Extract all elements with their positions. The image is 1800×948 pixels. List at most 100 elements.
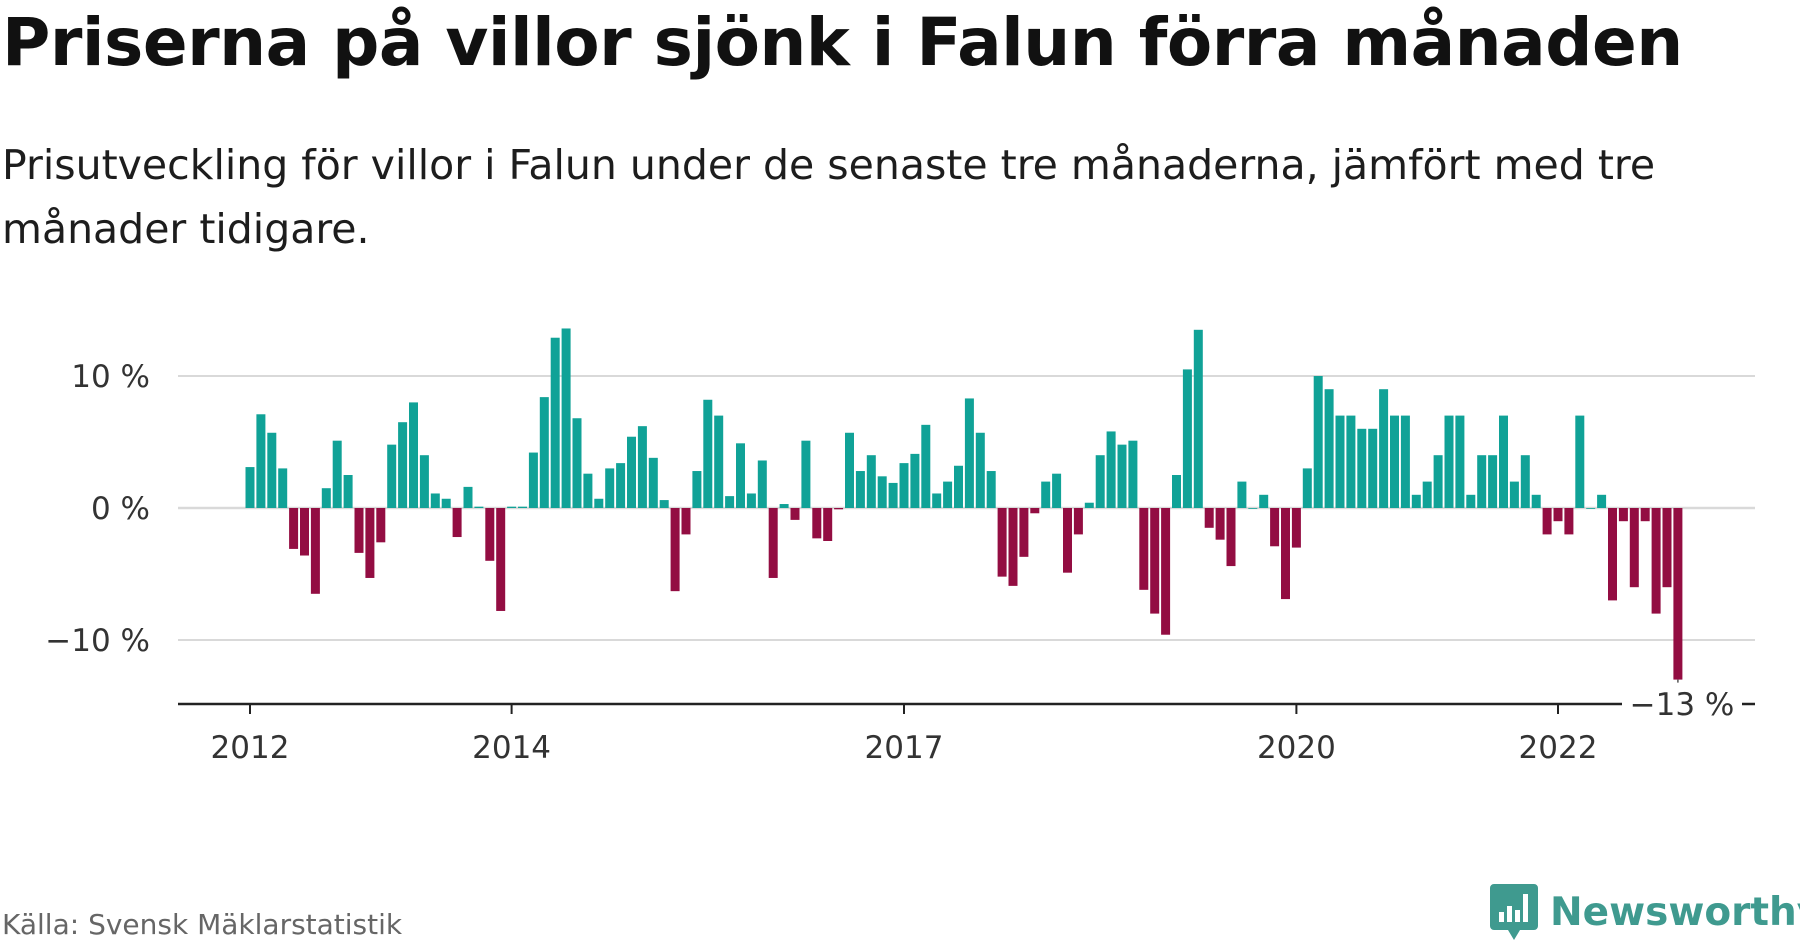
bar xyxy=(1477,455,1487,508)
bar xyxy=(997,508,1007,577)
bar xyxy=(692,471,702,508)
last-value-annotation: −13 % xyxy=(1622,679,1742,724)
bar xyxy=(1193,329,1203,508)
brand-logo[interactable]: Newsworthy xyxy=(1490,884,1800,940)
bar xyxy=(1651,508,1661,614)
bar xyxy=(289,508,299,549)
bar xyxy=(779,504,789,508)
y-tick-label: −10 % xyxy=(45,623,150,659)
bar xyxy=(812,508,822,539)
bar xyxy=(648,457,658,508)
bar xyxy=(943,481,953,508)
bar xyxy=(801,440,811,508)
bar xyxy=(670,508,680,592)
bar xyxy=(1433,455,1443,508)
bar xyxy=(583,473,593,508)
bar xyxy=(834,508,844,510)
bar xyxy=(845,432,854,508)
bar xyxy=(1499,415,1508,508)
newsworthy-logo-icon xyxy=(1490,884,1538,940)
bar xyxy=(1346,415,1356,508)
bar xyxy=(1052,473,1062,508)
bar xyxy=(452,508,462,538)
bar xyxy=(681,508,691,535)
bar xyxy=(1073,508,1083,535)
bar xyxy=(430,493,440,508)
y-tick-label: 10 % xyxy=(71,359,150,395)
bar xyxy=(387,444,397,508)
brand-name: Newsworthy xyxy=(1550,889,1800,935)
bar xyxy=(823,508,833,541)
chart-subtitle: Prisutveckling för villor i Falun under … xyxy=(2,141,1656,253)
bar xyxy=(539,397,549,508)
x-tick-label: 2020 xyxy=(1257,730,1336,766)
bar xyxy=(496,508,506,611)
bar xyxy=(1520,455,1530,508)
bar xyxy=(1117,444,1127,508)
bar xyxy=(866,455,876,508)
bar xyxy=(605,468,615,508)
bar xyxy=(1237,481,1247,508)
bar xyxy=(376,508,386,543)
bar xyxy=(1422,481,1432,508)
source-note: Källa: Svensk Mäklarstatistik xyxy=(2,908,403,941)
bar xyxy=(888,482,898,508)
bar xyxy=(365,508,375,578)
bar xyxy=(637,426,647,508)
x-tick-label: 2017 xyxy=(865,730,944,766)
bar xyxy=(932,493,942,508)
bar xyxy=(1041,481,1051,508)
bar xyxy=(899,463,909,508)
bar xyxy=(736,443,745,508)
bar xyxy=(245,467,255,508)
bar xyxy=(474,506,484,508)
bar xyxy=(855,471,865,508)
bar xyxy=(1509,481,1519,508)
bar xyxy=(507,506,517,508)
bar xyxy=(1411,494,1421,508)
bar xyxy=(954,465,963,508)
bar xyxy=(310,508,320,594)
bar xyxy=(877,476,887,508)
bar xyxy=(1161,508,1171,635)
bar xyxy=(1466,494,1476,508)
bar xyxy=(419,455,429,508)
bar xyxy=(1139,508,1149,590)
bar xyxy=(1357,428,1367,508)
bar xyxy=(1390,415,1399,508)
bar xyxy=(1586,508,1596,509)
bar xyxy=(1618,508,1628,522)
bar xyxy=(1455,415,1465,508)
bar xyxy=(627,436,636,508)
bar xyxy=(1259,494,1269,508)
bar xyxy=(1182,369,1192,508)
bar xyxy=(1597,494,1607,508)
bar xyxy=(1553,508,1563,522)
bar xyxy=(572,418,582,508)
bar xyxy=(1313,376,1323,508)
bar xyxy=(256,414,266,508)
bar xyxy=(1281,508,1290,600)
bar xyxy=(757,460,767,508)
x-tick-label: 2012 xyxy=(211,730,290,766)
bar xyxy=(343,475,353,508)
bar xyxy=(561,328,571,508)
bar xyxy=(1128,440,1138,508)
bar xyxy=(550,337,560,508)
bar xyxy=(463,486,473,508)
bar xyxy=(1662,508,1672,588)
bar xyxy=(1608,508,1617,601)
bar xyxy=(1302,468,1312,508)
bar xyxy=(725,496,735,508)
bar xyxy=(790,508,800,520)
bar xyxy=(594,498,604,508)
bar xyxy=(714,415,724,508)
x-tick-label: 2022 xyxy=(1519,730,1598,766)
bar xyxy=(300,508,309,556)
bar xyxy=(1106,431,1116,508)
bar xyxy=(398,422,408,508)
bar xyxy=(1564,508,1574,535)
bars xyxy=(245,328,1683,680)
bar xyxy=(1542,508,1552,535)
